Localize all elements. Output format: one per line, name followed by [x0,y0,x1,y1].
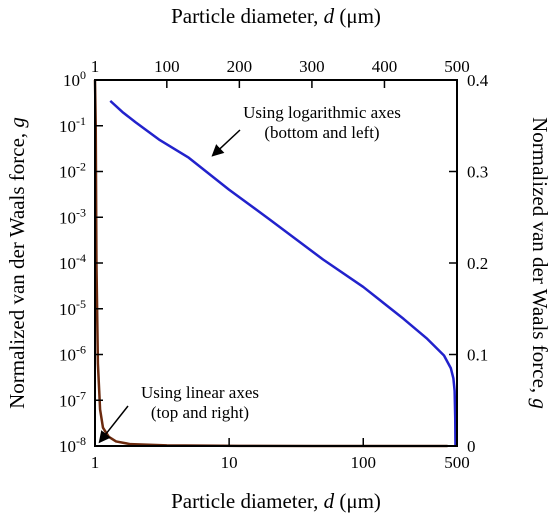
left-tick-label: 10-3 [59,205,86,227]
annotation-arrow [211,129,241,157]
annotation-arrow [98,405,129,444]
top-axis-title: Particle diameter, d (μm) [171,4,381,28]
right-tick-label: 0.4 [467,71,489,90]
annotation-text: (top and right) [151,403,249,422]
left-tick-label: 10-2 [59,160,86,182]
right-tick-label: 0.3 [467,163,488,182]
left-tick-label: 10-7 [59,388,86,410]
left-tick-label: 10-5 [59,297,86,319]
right-tick-label: 0.1 [467,346,488,365]
top-tick-label: 500 [444,57,470,76]
right-tick-label: 0.2 [467,254,488,273]
right-tick-label: 0 [467,437,476,456]
top-tick-label: 300 [299,57,325,76]
top-tick-label: 200 [227,57,253,76]
top-tick-label: 100 [154,57,180,76]
bottom-tick-label: 100 [351,453,377,472]
right-axis-title: Normalized van der Waals force, g [528,117,550,409]
left-tick-label: 10-4 [59,251,86,273]
annotation-text: (bottom and left) [264,123,379,142]
bottom-tick-label: 500 [444,453,470,472]
plot-area [95,80,457,446]
left-tick-label: 10-6 [59,343,86,365]
annotation-text: Using logarithmic axes [243,103,401,122]
bottom-tick-label: 1 [91,453,100,472]
top-tick-label: 1 [91,57,100,76]
series-line-1 [109,99,457,447]
annotation-text: Using linear axes [141,383,259,402]
left-axis-title: Normalized van der Waals force, g [5,117,29,409]
left-tick-label: 10-8 [59,434,86,456]
bottom-tick-label: 10 [221,453,238,472]
top-tick-label: 400 [372,57,398,76]
left-tick-label: 10-1 [59,114,86,136]
bottom-axis-title: Particle diameter, d (μm) [171,489,381,513]
left-tick-label: 100 [63,68,86,90]
